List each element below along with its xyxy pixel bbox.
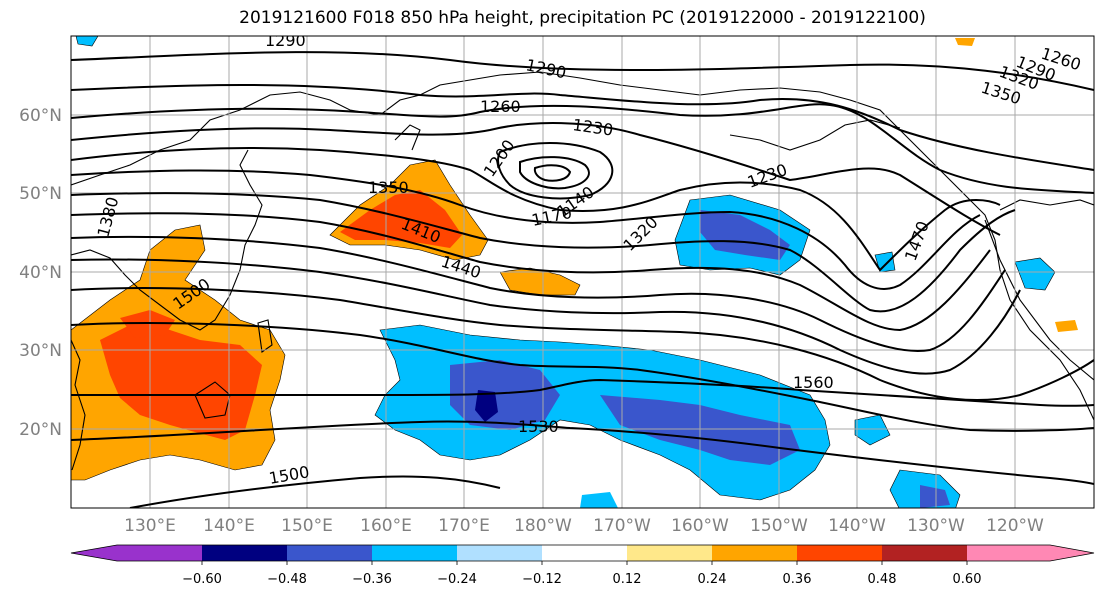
colorbar-segment: [457, 545, 542, 561]
colorbar-segment: [797, 545, 882, 561]
colorbar-segment: [882, 545, 967, 561]
contour-label: 1260: [480, 97, 521, 116]
height-contours: [71, 51, 1094, 508]
lon-label: 150°E: [281, 516, 333, 536]
lon-label: 160°W: [671, 516, 729, 536]
lon-label: 130°E: [124, 516, 176, 536]
colorbar: −0.60 −0.48 −0.36 −0.24 −0.12 0.12 0.24 …: [70, 544, 1095, 587]
lon-label: 150°W: [750, 516, 808, 536]
precip-negative-region: [580, 492, 618, 508]
colorbar-outline: [70, 544, 1095, 562]
precip-positive-region: [120, 310, 175, 338]
longitude-labels: 130°E 140°E 150°E 160°E 170°E 180°W 170°…: [124, 516, 1044, 536]
lat-label: 60°N: [19, 106, 62, 126]
precip-positive-region: [955, 38, 975, 46]
precip-positive-region: [1055, 320, 1078, 332]
precip-negative-region: [700, 210, 790, 260]
colorbar-tick-label: −0.36: [352, 572, 392, 587]
colorbar-tick-label: 0.48: [868, 572, 897, 587]
precip-negative-region: [920, 485, 950, 508]
latitude-labels: 60°N 50°N 40°N 30°N 20°N: [19, 106, 62, 440]
colorbar-segment: [372, 545, 457, 561]
lon-label: 130°W: [907, 516, 965, 536]
contour-label: 1530: [518, 417, 559, 436]
colorbar-segment: [71, 545, 202, 561]
colorbar-tick-label: 0.24: [698, 572, 727, 587]
lat-label: 40°N: [19, 263, 62, 283]
contour-label: 1560: [793, 373, 834, 392]
colorbar-segment: [287, 545, 372, 561]
lon-label: 140°W: [828, 516, 886, 536]
lon-label: 170°W: [593, 516, 651, 536]
colorbar-tick-label: −0.24: [437, 572, 477, 587]
lon-label: 170°E: [438, 516, 490, 536]
colorbar-segment: [542, 545, 627, 561]
precip-negative-region: [475, 390, 498, 422]
colorbar-segment: [627, 545, 712, 561]
lat-label: 30°N: [19, 341, 62, 361]
map-title: 2019121600 F018 850 hPa height, precipit…: [239, 8, 926, 28]
precip-negative-region: [1014, 257, 1056, 291]
lon-label: 140°E: [203, 516, 255, 536]
colorbar-segment: [202, 545, 287, 561]
precip-positive-region: [340, 190, 462, 248]
colorbar-tick-label: 0.12: [613, 572, 642, 587]
lat-label: 50°N: [19, 184, 62, 204]
colorbar-tick-label: −0.12: [522, 572, 562, 587]
precip-negative-region: [75, 36, 99, 47]
colorbar-segment: [712, 545, 797, 561]
colorbar-tick-label: −0.60: [182, 572, 222, 587]
lon-label: 120°W: [986, 516, 1044, 536]
lat-label: 20°N: [19, 420, 62, 440]
colorbar-tick-label: 0.36: [783, 572, 812, 587]
precip-negative-region: [854, 414, 891, 446]
colorbar-tick-label: −0.48: [267, 572, 307, 587]
colorbar-segment: [967, 545, 1094, 561]
precipitation-shading: [71, 36, 1078, 508]
lon-label: 180°W: [514, 516, 572, 536]
contour-label: 1350: [368, 178, 409, 197]
colorbar-tick-label: 0.60: [953, 572, 982, 587]
colorbar-ticks: [201, 561, 968, 565]
contour-label: 1290: [265, 31, 306, 50]
lon-label: 160°E: [360, 516, 412, 536]
map-frame: [70, 35, 1095, 509]
